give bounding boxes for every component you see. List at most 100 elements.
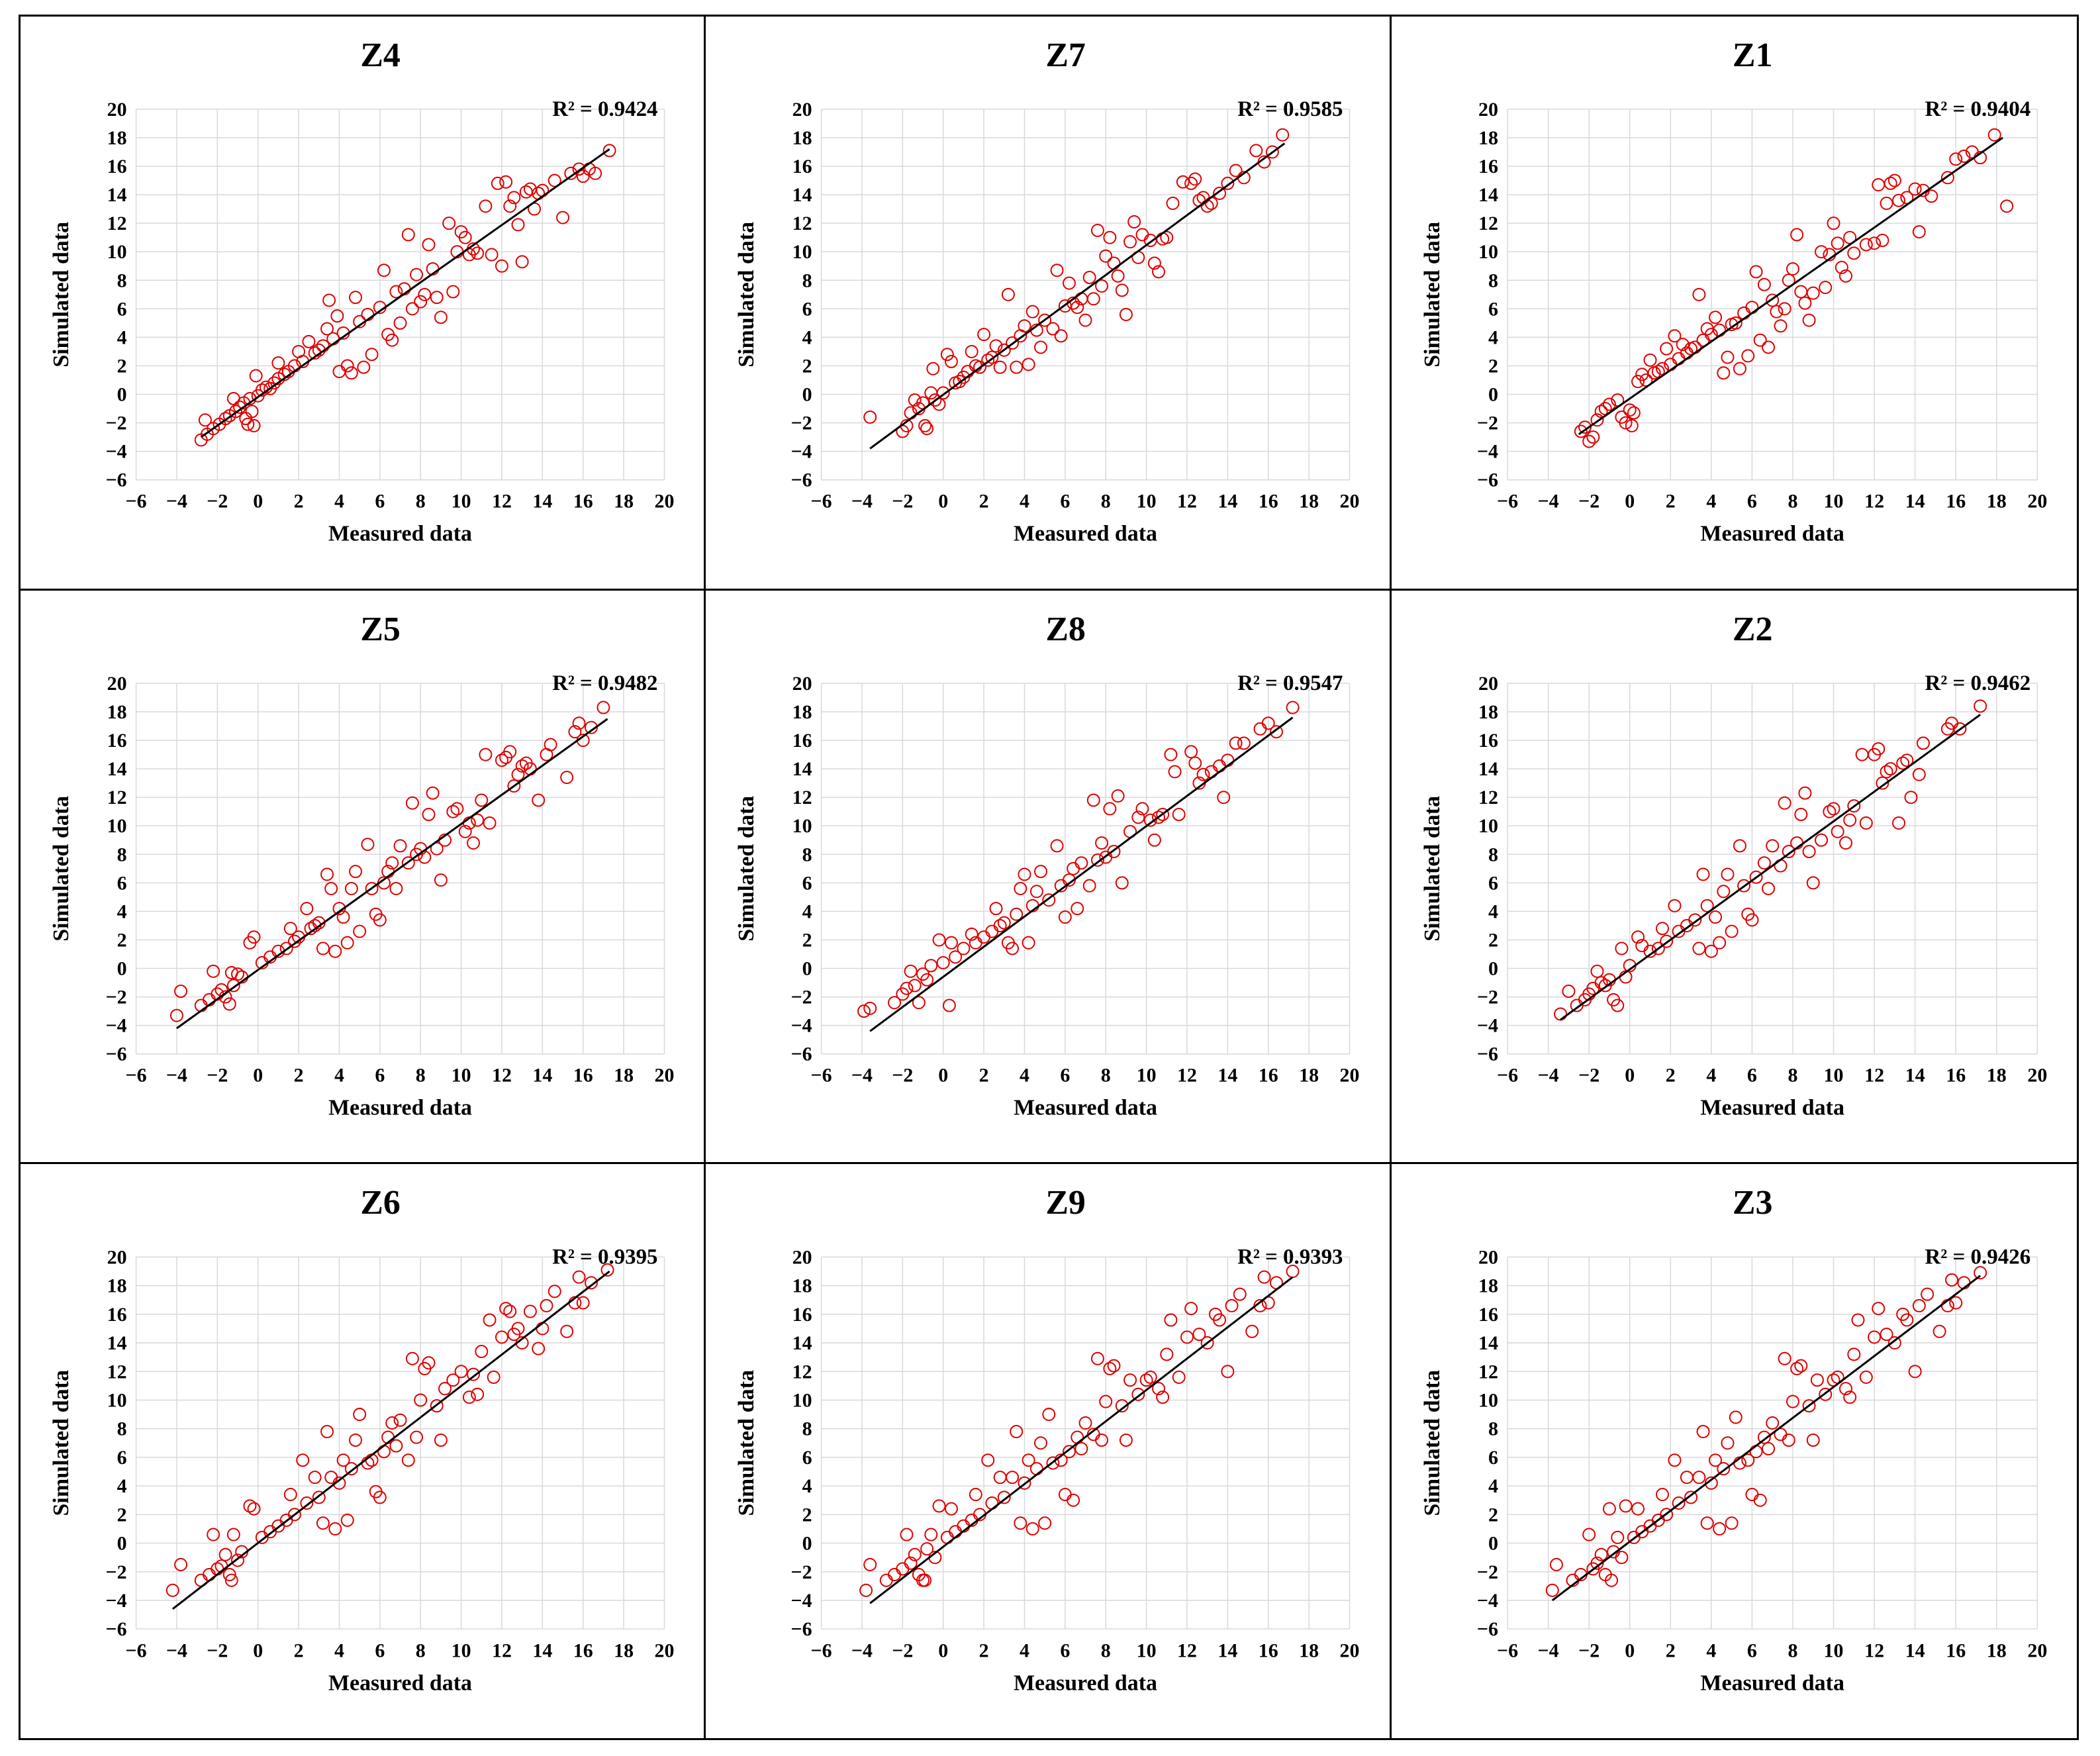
data-point bbox=[1615, 1551, 1629, 1565]
y-tick-label: 16 bbox=[792, 156, 812, 177]
data-point bbox=[401, 1453, 415, 1467]
data-point bbox=[271, 356, 285, 370]
data-point bbox=[249, 369, 263, 383]
x-tick-label: 16 bbox=[573, 1064, 593, 1086]
data-point bbox=[572, 162, 586, 176]
data-point bbox=[928, 393, 942, 407]
data-point bbox=[1948, 152, 1962, 166]
data-point bbox=[1753, 333, 1767, 347]
data-point bbox=[405, 796, 419, 810]
data-point bbox=[1708, 910, 1722, 924]
data-point bbox=[1692, 287, 1706, 301]
x-tick-label: 0 bbox=[1625, 1064, 1635, 1086]
y-tick-label: 8 bbox=[1488, 844, 1498, 865]
data-point bbox=[1010, 907, 1024, 921]
y-tick-label: 6 bbox=[1488, 298, 1498, 320]
data-point bbox=[1676, 338, 1690, 352]
data-point bbox=[434, 1434, 448, 1447]
data-point bbox=[1549, 1558, 1563, 1572]
data-point bbox=[361, 837, 375, 851]
x-tick-label: −6 bbox=[1497, 1639, 1518, 1662]
data-point bbox=[953, 375, 967, 389]
data-point bbox=[1144, 813, 1158, 827]
data-point bbox=[446, 1373, 460, 1387]
y-tick-label: −4 bbox=[1477, 1014, 1498, 1036]
y-tick-label: 0 bbox=[1488, 957, 1498, 979]
y-tick-label: 2 bbox=[802, 929, 812, 951]
data-point bbox=[993, 360, 1007, 374]
chart-title: Z7 bbox=[1046, 36, 1086, 74]
data-point bbox=[1144, 1371, 1158, 1385]
data-point bbox=[1610, 1531, 1624, 1545]
data-point bbox=[1270, 724, 1284, 738]
x-axis-label: Measured data bbox=[1014, 1671, 1157, 1696]
data-point bbox=[458, 230, 472, 244]
data-point bbox=[1553, 1007, 1567, 1021]
data-point bbox=[1074, 1442, 1088, 1456]
r-squared-label: R² = 0.9395 bbox=[552, 1245, 657, 1269]
data-point bbox=[1018, 1477, 1031, 1490]
data-point bbox=[1680, 1471, 1694, 1485]
data-point bbox=[1790, 1362, 1803, 1376]
data-point bbox=[572, 716, 586, 730]
panel-z7: −6 −4 −2 0 2 4 6 8 10 12 14 16 18 20 −6 −4 −2 0 2 4 6 8 10 12 14… bbox=[706, 17, 1392, 591]
y-tick-label: 10 bbox=[107, 815, 127, 837]
data-point bbox=[1757, 855, 1771, 869]
data-point bbox=[507, 779, 521, 793]
data-point bbox=[1111, 789, 1125, 803]
x-tick-label: −4 bbox=[166, 491, 187, 512]
y-tick-label: 10 bbox=[107, 1390, 127, 1412]
y-tick-label: 10 bbox=[792, 1390, 812, 1412]
data-point bbox=[422, 807, 436, 821]
data-point bbox=[1708, 1453, 1722, 1467]
x-tick-label: 0 bbox=[253, 1064, 263, 1086]
data-point bbox=[414, 295, 428, 309]
x-tick-label: 12 bbox=[1864, 1639, 1884, 1662]
x-tick-label: −6 bbox=[126, 491, 147, 512]
x-tick-label: 16 bbox=[1259, 1640, 1278, 1662]
x-tick-label: 0 bbox=[939, 1064, 949, 1086]
data-point bbox=[454, 1365, 468, 1379]
data-point bbox=[1838, 269, 1852, 283]
data-point bbox=[1067, 861, 1080, 875]
x-tick-label: 16 bbox=[1946, 1639, 1966, 1662]
chart-svg: −6 −4 −2 0 2 4 6 8 10 12 14 16 18 20 −6 −4 −2 0 2 4 6 8 10 12 14… bbox=[734, 610, 1360, 1120]
y-tick-label: 8 bbox=[1488, 1418, 1498, 1440]
data-point bbox=[503, 1304, 517, 1318]
data-point bbox=[1643, 353, 1657, 367]
data-point bbox=[1201, 1336, 1214, 1350]
data-point bbox=[1127, 215, 1141, 229]
data-point bbox=[218, 1548, 232, 1562]
data-point bbox=[1846, 1347, 1860, 1361]
data-point bbox=[515, 255, 529, 269]
x-tick-label: 4 bbox=[1020, 491, 1029, 512]
x-tick-label: 6 bbox=[1747, 1064, 1757, 1086]
x-tick-label: 6 bbox=[1061, 1064, 1071, 1086]
data-point bbox=[1213, 186, 1227, 200]
data-point bbox=[1067, 1494, 1080, 1508]
data-point bbox=[1018, 319, 1031, 333]
data-point bbox=[1749, 870, 1763, 884]
data-point bbox=[965, 344, 978, 358]
data-point bbox=[926, 362, 940, 375]
data-point bbox=[544, 738, 557, 752]
data-point bbox=[434, 311, 448, 324]
data-point bbox=[485, 248, 499, 262]
data-point bbox=[1729, 316, 1742, 330]
data-point bbox=[1131, 810, 1145, 824]
data-point bbox=[1083, 271, 1096, 284]
y-tick-label: −6 bbox=[1477, 1043, 1498, 1065]
y-tick-label: −6 bbox=[791, 1618, 812, 1640]
data-point bbox=[1631, 930, 1645, 944]
y-tick-label: 20 bbox=[792, 1247, 812, 1269]
x-axis-label: Measured data bbox=[328, 522, 472, 546]
x-tick-label: 12 bbox=[1864, 491, 1884, 512]
data-point bbox=[1708, 311, 1722, 324]
y-tick-label: 12 bbox=[107, 1361, 127, 1383]
trendline bbox=[1559, 713, 1981, 1020]
data-point bbox=[1631, 1502, 1645, 1516]
y-tick-label: 10 bbox=[792, 241, 812, 263]
data-point bbox=[495, 259, 508, 273]
data-point bbox=[1957, 149, 1971, 163]
r-squared-label: R² = 0.9404 bbox=[1925, 97, 2030, 121]
